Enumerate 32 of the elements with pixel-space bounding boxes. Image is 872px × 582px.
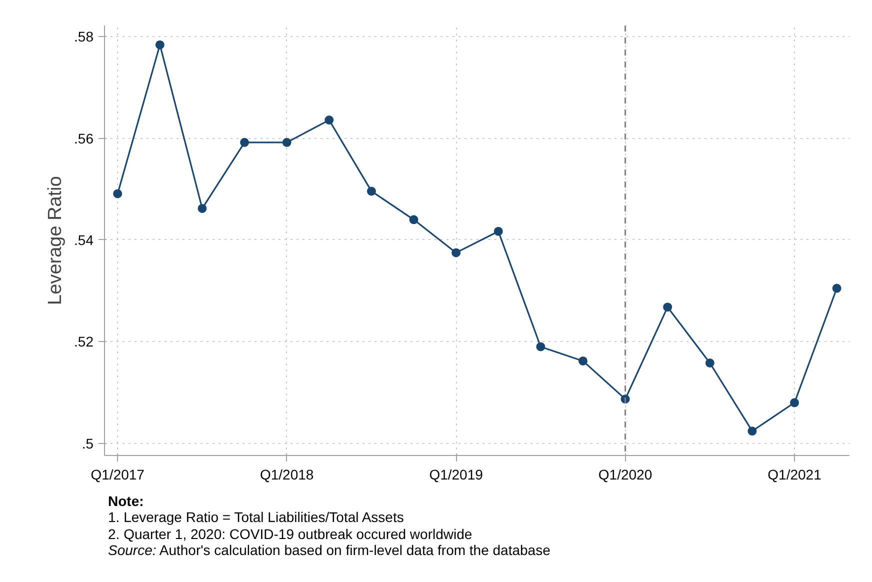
x-tick-label: Q1/2018 [260, 466, 314, 482]
y-tick-label: .58 [74, 28, 94, 45]
x-tick-label: Q1/2021 [768, 466, 822, 482]
point [324, 116, 334, 125]
point [832, 284, 842, 293]
text: 1. Leverage Ratio = Total Liabilities/Total Assets [108, 509, 404, 526]
point [409, 215, 418, 224]
point [494, 226, 503, 236]
source-note: Source: Author's calculation based on firm-level data from the database [108, 542, 550, 558]
y-tick-label: .5 [82, 435, 94, 452]
point [663, 302, 672, 312]
y-tick-label: .56 [74, 130, 94, 146]
point [366, 186, 376, 196]
point [790, 398, 800, 408]
y-tick-label: .52 [74, 334, 94, 350]
point [240, 138, 250, 147]
point [282, 138, 292, 147]
text: 2. Quarter 1, 2020: COVID-19 outbreak occured worldwide [108, 526, 472, 542]
y-axis-title: Leverage Ratio [45, 176, 66, 305]
point [452, 248, 461, 258]
point [113, 189, 122, 198]
point [705, 358, 714, 368]
point [198, 204, 207, 213]
x-tick-label: Q1/2017 [90, 466, 145, 482]
text: Note: [108, 493, 144, 509]
x-tick-label: Q1/2020 [598, 466, 652, 482]
y-tick-label: .54 [74, 232, 94, 248]
point [155, 40, 164, 50]
point [536, 342, 546, 352]
x-tick-label: Q1/2019 [429, 466, 484, 482]
point [748, 426, 757, 436]
point [578, 356, 588, 366]
